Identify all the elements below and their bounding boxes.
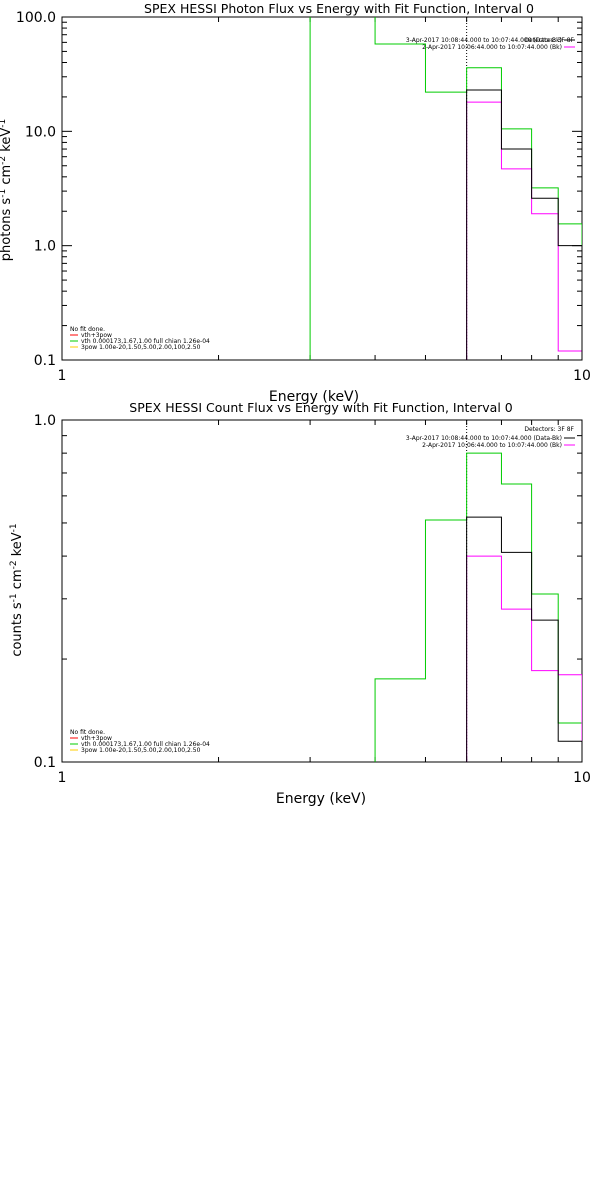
photon-flux-y-tick-label: 100.0 (16, 10, 56, 26)
count-flux-x-tick-label: 10 (573, 770, 591, 786)
photon-flux-data-layer (309, 17, 582, 360)
photon-flux-ylabel: photons s-1 cm-2 keV-1 (0, 119, 14, 261)
photon-flux-legend-text: 2-Apr-2017 10:06:44.000 to 10:07:44.000 … (422, 44, 562, 51)
photon-flux-fit-legend-text: vth 0.000173,1.67,1.00 full chian 1.26e-… (81, 338, 210, 345)
count-flux-y-tick-label: 1.0 (34, 413, 56, 429)
count-flux-y-tick-label: 0.1 (34, 755, 56, 771)
count-flux-series-1-line (466, 555, 582, 762)
count-flux-fit-legend-text: vth 0.000173,1.67,1.00 full chian 1.26e-… (81, 741, 210, 748)
count-flux-detector-label: Detectors: 3F 8F (524, 426, 574, 433)
photon-flux-xlabel: Energy (keV) (269, 389, 359, 405)
photon-flux-series-1-line (466, 101, 582, 360)
count-flux-frame (61, 419, 583, 763)
photon-flux-fit-status: No fit done. (70, 326, 105, 333)
count-flux-series-0-line (466, 516, 582, 762)
count-flux-panel: SPEX HESSI Count Flux vs Energy with Fit… (9, 400, 591, 807)
count-flux-legend-text: 3-Apr-2017 10:08:44.000 to 10:07:44.000 … (406, 435, 562, 442)
photon-flux-fit-legend-text: 3pow 1.00e-20,1.50,5.00,2.00,100,2.50 (81, 344, 201, 351)
count-flux-series-2-line (374, 452, 582, 762)
count-flux-xlabel: Energy (keV) (276, 791, 366, 807)
count-flux-legend-text: 2-Apr-2017 10:06:44.000 to 10:07:44.000 … (422, 442, 562, 449)
photon-flux-x-tick-label: 10 (573, 368, 591, 384)
photon-flux-series-0-line (466, 89, 582, 360)
count-flux-x-tick-label: 1 (58, 770, 67, 786)
photon-flux-detector-label: Detectors: 3F 8F (524, 37, 574, 44)
count-flux-data-layer (374, 420, 582, 762)
count-flux-title: SPEX HESSI Count Flux vs Energy with Fit… (129, 400, 512, 415)
photon-flux-x-tick-label: 1 (58, 368, 67, 384)
photon-flux-legend-text: 3-Apr-2017 10:08:44.000 to 10:07:44.000 … (406, 37, 562, 44)
photon-flux-y-tick-label: 10.0 (25, 124, 56, 140)
photon-flux-y-tick-label: 1.0 (34, 239, 56, 255)
photon-flux-panel: SPEX HESSI Photon Flux vs Energy with Fi… (0, 1, 591, 405)
photon-flux-fit-legend-text: vth+3pow (81, 332, 112, 339)
photon-flux-y-tick-label: 0.1 (34, 353, 56, 369)
photon-flux-title: SPEX HESSI Photon Flux vs Energy with Fi… (144, 1, 534, 16)
photon-flux-frame (61, 16, 583, 361)
count-flux-fit-legend-text: 3pow 1.00e-20,1.50,5.00,2.00,100,2.50 (81, 747, 201, 754)
count-flux-fit-status: No fit done. (70, 729, 105, 736)
count-flux-fit-legend-text: vth+3pow (81, 735, 112, 742)
photon-flux-series-2-line (309, 17, 582, 360)
count-flux-ylabel: counts s-1 cm-2 keV-1 (9, 523, 25, 656)
